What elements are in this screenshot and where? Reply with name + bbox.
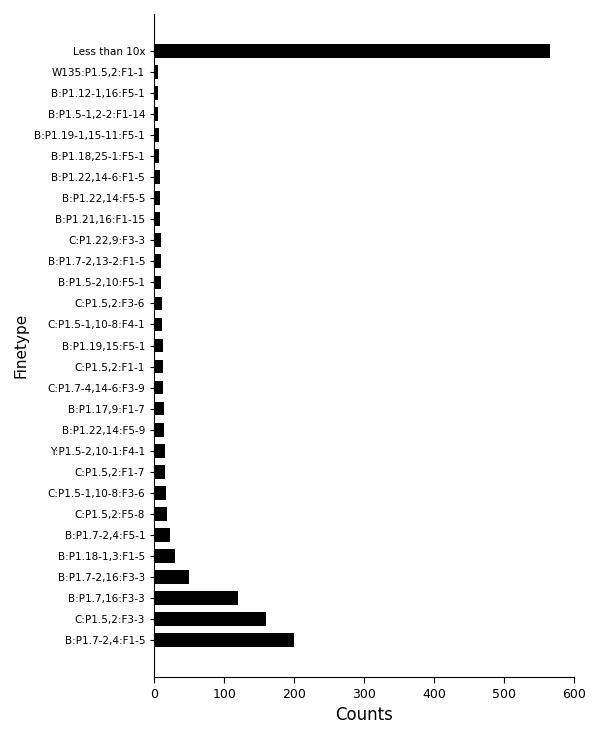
Bar — [154, 128, 159, 142]
Bar — [154, 486, 166, 500]
Bar — [154, 465, 166, 479]
Bar — [154, 107, 158, 121]
Bar — [154, 549, 175, 563]
Bar — [154, 613, 266, 626]
Bar — [154, 570, 189, 584]
Bar — [154, 44, 550, 58]
Bar — [154, 359, 163, 373]
Bar — [154, 297, 162, 310]
X-axis label: Counts: Counts — [335, 706, 393, 724]
Y-axis label: Finetype: Finetype — [14, 313, 29, 378]
Bar — [154, 170, 160, 184]
Bar — [154, 591, 238, 605]
Bar — [154, 339, 163, 352]
Bar — [154, 317, 162, 331]
Bar — [154, 528, 170, 542]
Bar — [154, 86, 158, 100]
Bar — [154, 633, 293, 647]
Bar — [154, 213, 160, 226]
Bar — [154, 149, 159, 163]
Bar — [154, 444, 165, 458]
Bar — [154, 233, 161, 247]
Bar — [154, 191, 160, 205]
Bar — [154, 381, 163, 394]
Bar — [154, 401, 164, 415]
Bar — [154, 255, 161, 268]
Bar — [154, 275, 161, 289]
Bar — [154, 423, 164, 437]
Bar — [154, 507, 167, 521]
Bar — [154, 65, 158, 79]
